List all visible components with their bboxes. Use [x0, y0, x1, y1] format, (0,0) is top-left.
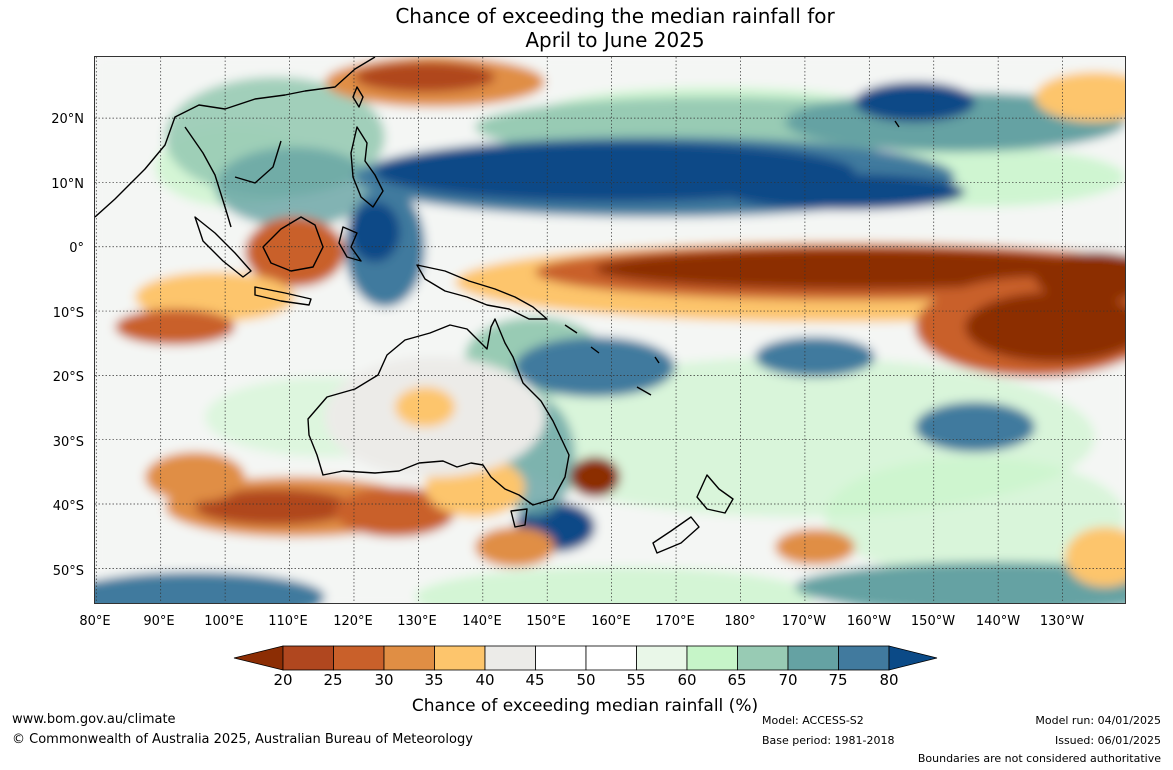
copyright-text: © Commonwealth of Australia 2025, Austra… — [12, 732, 473, 747]
colorbar-tick: 20 — [273, 671, 293, 689]
lon-label: 120°E — [333, 614, 373, 629]
colorbar-tick: 60 — [677, 671, 697, 689]
colorbar-tick: 25 — [323, 671, 343, 689]
model-text: Model: ACCESS-S2 — [762, 714, 864, 727]
lon-label: 160°W — [846, 614, 892, 629]
issued-text: Issued: 06/01/2025 — [1054, 734, 1161, 747]
lon-label: 150°E — [526, 614, 566, 629]
colorbar-extend-high — [888, 645, 938, 671]
colorbar-segment — [535, 645, 587, 671]
lat-label: 40°S — [52, 499, 84, 514]
colorbar-tick: 35 — [424, 671, 444, 689]
lon-label: 100°E — [204, 614, 244, 629]
colorbar-segment — [787, 645, 839, 671]
colorbar-extend-low — [233, 645, 284, 671]
lon-label: 130°W — [1039, 614, 1085, 629]
lon-label: 180° — [724, 614, 756, 629]
lon-label: 150°W — [910, 614, 956, 629]
philippines-coastline — [350, 126, 384, 208]
colorbar — [233, 645, 938, 671]
taiwan-coastline — [352, 86, 364, 108]
colorbar-tick: 70 — [778, 671, 798, 689]
colorbar-segment — [484, 645, 536, 671]
model-run-text: Model run: 04/01/2025 — [1035, 714, 1161, 727]
colorbar-segment — [383, 645, 435, 671]
lat-label: 50°S — [52, 564, 84, 579]
colorbar-segment — [434, 645, 486, 671]
australia-coastline — [307, 318, 570, 506]
lon-label: 170°E — [655, 614, 695, 629]
lon-label: 90°E — [143, 614, 175, 629]
new-zealand-coastline — [652, 474, 734, 554]
lat-label: 10°S — [52, 306, 84, 321]
boundaries-disclaimer: Boundaries are not considered authoritat… — [917, 752, 1161, 765]
colorbar-segment — [636, 645, 688, 671]
java-coastline — [254, 286, 312, 306]
colorbar-tick: 65 — [727, 671, 747, 689]
colorbar-segment — [585, 645, 637, 671]
lat-label: 20°S — [52, 370, 84, 385]
website-link[interactable]: www.bom.gov.au/climate — [12, 712, 176, 727]
lon-label: 140°W — [975, 614, 1021, 629]
chart-title: Chance of exceeding the median rainfall … — [0, 4, 1173, 52]
colorbar-label: Chance of exceeding median rainfall (%) — [411, 696, 759, 716]
colorbar-tick: 75 — [828, 671, 848, 689]
lon-label: 140°E — [462, 614, 502, 629]
colorbar-segment — [282, 645, 334, 671]
base-period-text: Base period: 1981-2018 — [762, 734, 895, 747]
colorbar-segment — [686, 645, 738, 671]
lat-label: 20°N — [51, 112, 84, 127]
rainfall-probability-field — [95, 57, 1125, 603]
lon-label: 130°E — [397, 614, 437, 629]
title-line-1: Chance of exceeding the median rainfall … — [395, 4, 835, 28]
colorbar-tick: 45 — [525, 671, 545, 689]
colorbar-segment — [838, 645, 890, 671]
coastlines — [95, 57, 900, 554]
new-guinea-coastline — [416, 264, 548, 320]
colorbar-tick: 40 — [475, 671, 495, 689]
colorbar-tick: 50 — [576, 671, 596, 689]
rainfall-map — [94, 56, 1126, 604]
colorbar-tick: 30 — [374, 671, 394, 689]
map-canvas — [95, 57, 1125, 603]
lon-label: 80°E — [79, 614, 111, 629]
colorbar-segment — [333, 645, 385, 671]
lon-label: 110°E — [268, 614, 308, 629]
tasmania-coastline — [510, 508, 528, 528]
lat-label: 30°S — [52, 435, 84, 450]
lon-label: 170°W — [781, 614, 827, 629]
pacific-islands-coastline — [564, 120, 900, 396]
title-line-2: April to June 2025 — [525, 28, 705, 52]
grid-lines — [95, 57, 1125, 603]
lat-label: 0° — [69, 241, 84, 256]
borneo-coastline — [262, 216, 324, 272]
lat-label: 10°N — [51, 177, 84, 192]
colorbar-tick: 55 — [626, 671, 646, 689]
sumatra-coastline — [194, 216, 252, 278]
sulawesi-coastline — [338, 226, 362, 262]
colorbar-tick: 80 — [879, 671, 899, 689]
asia-coastline — [95, 57, 376, 228]
lon-label: 160°E — [591, 614, 631, 629]
colorbar-segment — [737, 645, 789, 671]
